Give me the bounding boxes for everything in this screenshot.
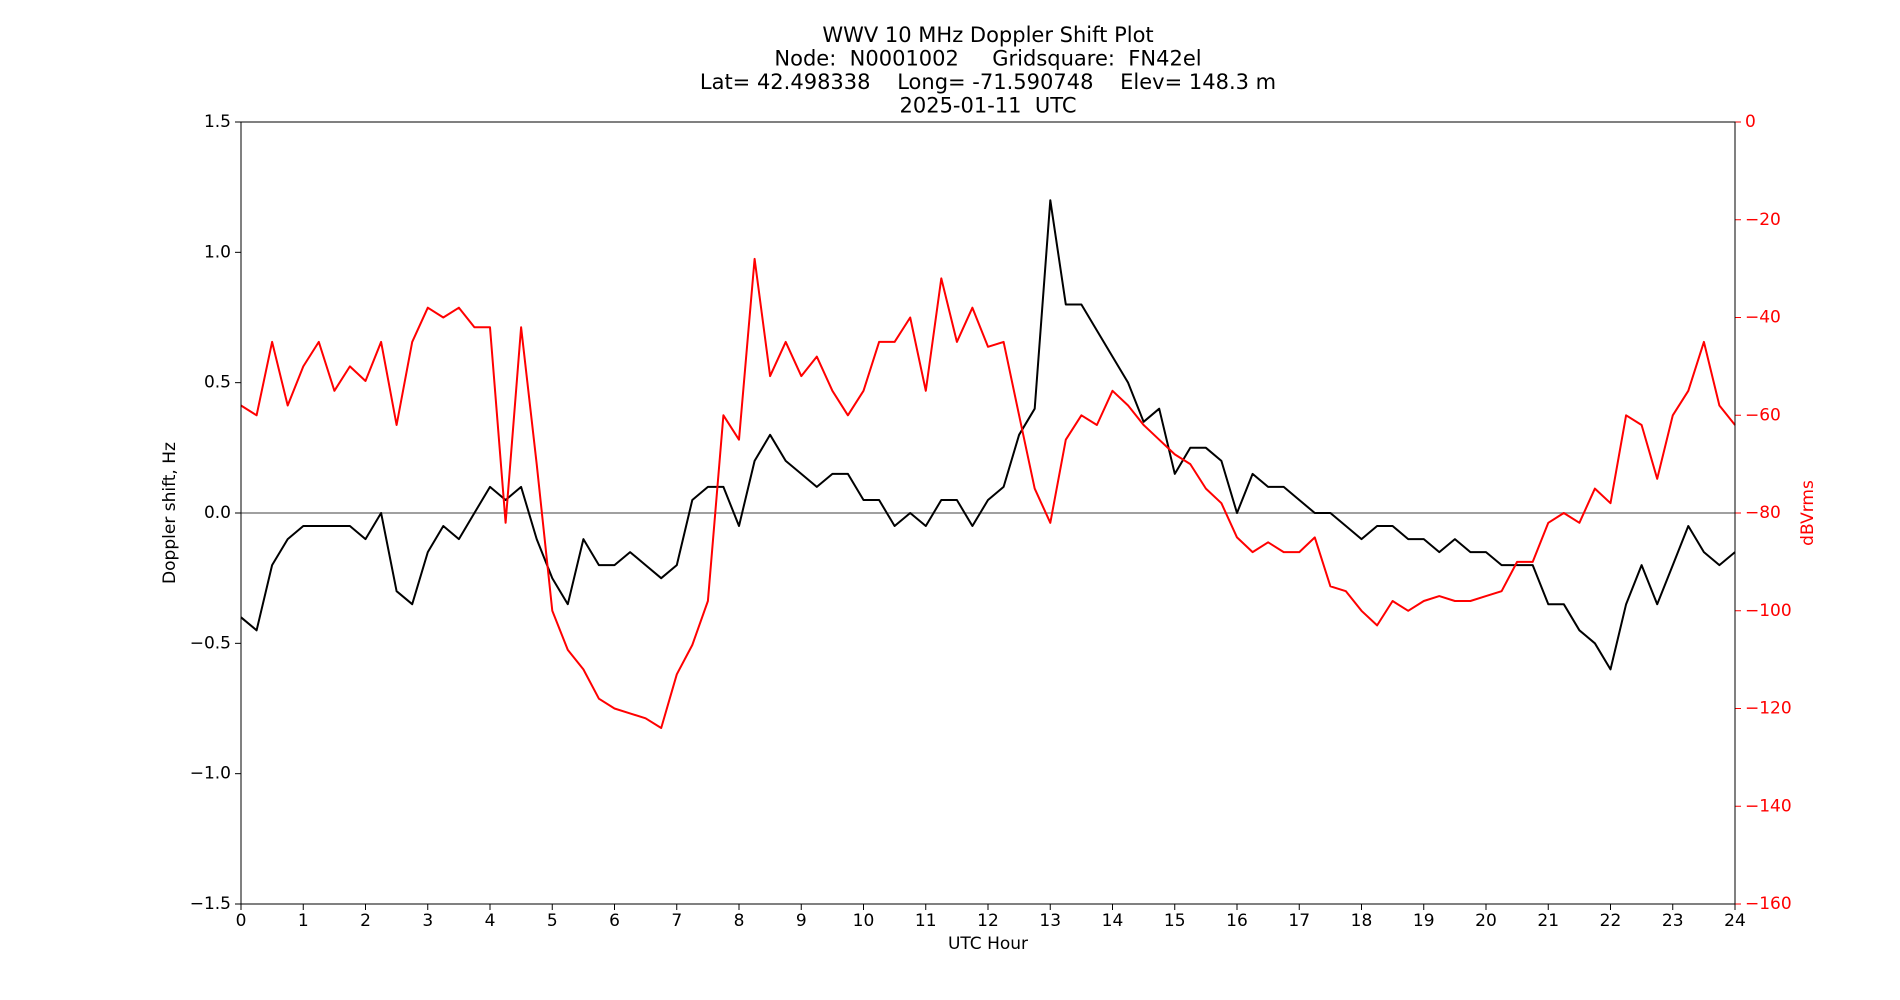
y-tick-label: −0.5 [190, 633, 231, 653]
x-tick-label: 9 [796, 911, 807, 931]
y-tick-label: −1.5 [190, 894, 231, 914]
y2-axis-label: dBVrms [1798, 480, 1818, 546]
chart-title: WWV 10 MHz Doppler Shift Plot [822, 23, 1153, 47]
chart-title: 2025-01-11 UTC [899, 94, 1076, 118]
x-tick-label: 0 [236, 911, 247, 931]
y2-tick-label: −60 [1745, 405, 1781, 425]
y-tick-label: −1.0 [190, 764, 231, 784]
y-tick-label: 1.0 [204, 242, 231, 262]
x-tick-label: 8 [734, 911, 745, 931]
x-tick-label: 14 [1102, 911, 1124, 931]
y2-tick-label: −100 [1745, 601, 1792, 621]
x-tick-label: 7 [671, 911, 682, 931]
x-tick-label: 12 [977, 911, 999, 931]
y2-tick-label: −40 [1745, 308, 1781, 328]
y2-tick-label: 0 [1745, 112, 1756, 132]
y2-tick-label: −160 [1745, 894, 1792, 914]
x-axis-label: UTC Hour [948, 934, 1028, 954]
data-line [240, 199, 1736, 671]
x-tick-label: 11 [915, 911, 937, 931]
x-tick-label: 21 [1537, 911, 1559, 931]
chart-title: Lat= 42.498338 Long= -71.590748 Elev= 14… [700, 70, 1276, 94]
y-tick-label: 0.5 [204, 373, 231, 393]
y2-tick-label: −80 [1745, 503, 1781, 523]
x-tick-label: 18 [1351, 911, 1373, 931]
x-tick-label: 6 [609, 911, 620, 931]
data-line [240, 257, 1736, 729]
x-tick-label: 23 [1662, 911, 1684, 931]
plot-frame [240, 121, 1736, 905]
x-tick-label: 4 [485, 911, 496, 931]
x-tick-label: 2 [360, 911, 371, 931]
chart-title: Node: N0001002 Gridsquare: FN42el [774, 47, 1201, 71]
x-tick-label: 19 [1413, 911, 1435, 931]
y-tick-label: 1.5 [204, 112, 231, 132]
x-tick-label: 24 [1724, 911, 1746, 931]
x-tick-label: 1 [298, 911, 309, 931]
y2-tick-label: −20 [1745, 210, 1781, 230]
y-axis-label: Doppler shift, Hz [160, 442, 180, 584]
y-tick-label: 0.0 [204, 503, 231, 523]
x-tick-label: 20 [1475, 911, 1497, 931]
x-tick-label: 16 [1226, 911, 1248, 931]
x-tick-label: 3 [422, 911, 433, 931]
y2-tick-label: −140 [1745, 796, 1792, 816]
x-tick-label: 17 [1288, 911, 1310, 931]
x-tick-label: 13 [1039, 911, 1061, 931]
x-tick-label: 22 [1600, 911, 1622, 931]
x-tick-label: 15 [1164, 911, 1186, 931]
x-tick-label: 10 [853, 911, 875, 931]
x-tick-label: 5 [547, 911, 558, 931]
y2-tick-label: −120 [1745, 699, 1792, 719]
